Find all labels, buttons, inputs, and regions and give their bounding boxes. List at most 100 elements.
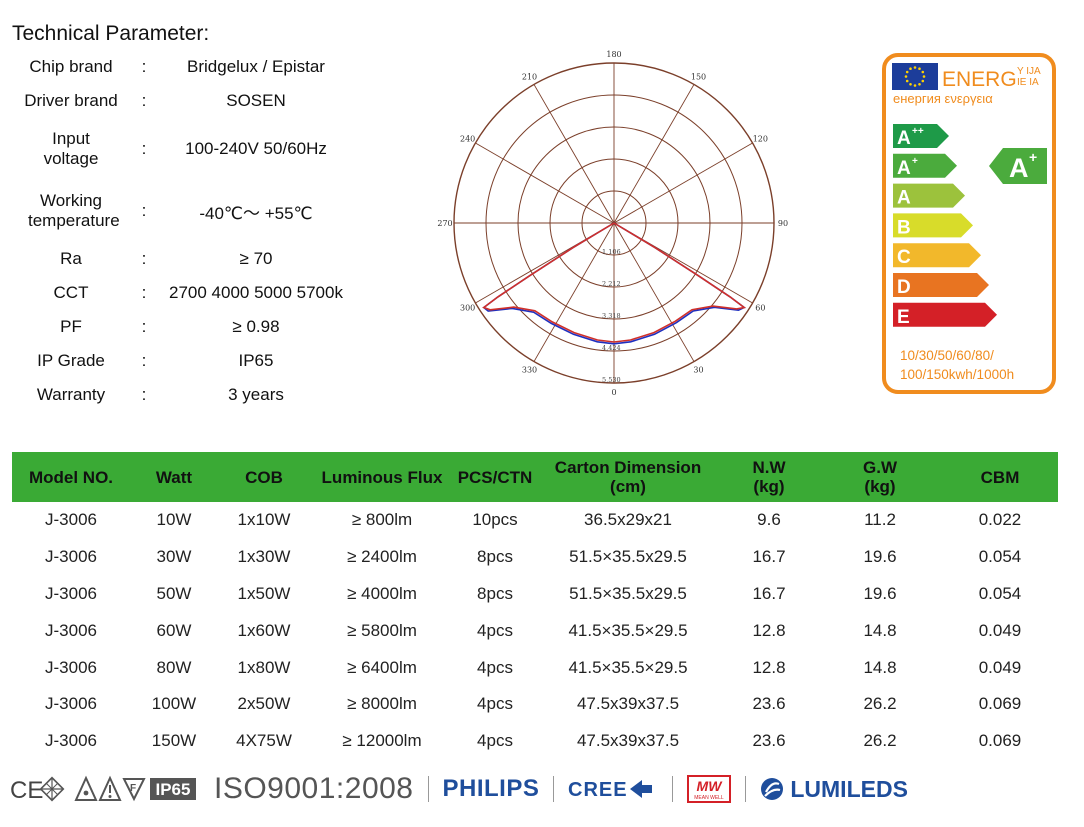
polar-angle-label: 210 [522,73,537,82]
lumileds-text: LUMILEDS [790,775,908,802]
cree-logo: CREE [568,776,658,802]
table-cell: 41.5×35.5×29.5 [568,657,688,677]
table-cell: 26.2 [863,694,897,714]
param-row: Chip brand: Bridgelux / Epistar [10,50,360,84]
svg-text:F: F [130,783,136,794]
table-cell: 4pcs [477,731,513,751]
polar-angle-label: 150 [691,73,706,82]
energy-rating-sup: + [1029,149,1037,165]
param-label: Warranty [36,385,106,404]
table-cell: 47.5x39x37.5 [576,694,680,714]
table-cell: 8pcs [477,547,513,567]
table-cell: J-3006 [45,510,97,530]
table-cell: 51.5×35.5x29.5 [569,547,687,567]
param-colon: : [141,139,147,158]
f-mark-icon: F [122,778,146,802]
energy-rating-arrow [989,148,1047,184]
table-row: J-3006 100W 2x50W ≥ 8000lm 4pcs 47.5x39x37.5 2… [12,686,1058,723]
table-header-cell: CBM [942,452,1058,502]
table-cell: 50W [156,583,192,603]
divider [745,776,747,802]
ce-mark: CE [10,777,43,804]
lumileds-globe-icon [761,778,784,800]
param-label: CCT [53,283,89,302]
table-cell: 14.8 [863,657,897,677]
param-row: Driver brand: SOSEN [10,84,360,118]
table-cell: 23.6 [752,731,786,751]
table-cell: 0.022 [978,510,1022,530]
param-value: SOSEN [226,91,286,110]
table-cell: ≥ 800lm [351,510,413,530]
table-cell: ≥ 5800lm [347,620,417,640]
section-title: Technical Parameter: [12,22,210,45]
header-line2: (kg) [753,477,785,496]
param-colon: : [141,57,147,76]
svg-text:IP65: IP65 [156,780,191,799]
table-header-cell: COB [218,452,310,502]
divider [672,776,674,802]
table-cell: J-3006 [45,657,97,677]
param-row: Input voltage: 100-240V 50/60Hz [10,118,360,180]
energy-class-arrow [893,213,973,238]
energy-header-stack-top: Y IJA [1017,66,1041,77]
table-cell: 4pcs [477,694,513,714]
header-line1: Luminous Flux [321,467,443,487]
philips-logo: PHILIPS [442,775,540,802]
header-line2: (cm) [610,477,646,496]
param-row: IP Grade: IP65 [10,344,360,378]
polar-angle-label: 120 [753,135,768,144]
header-line1: Watt [155,467,193,487]
energy-class-arrow [893,183,965,208]
energy-class-sup: ++ [912,126,924,137]
lumileds-logo: LUMILEDS [760,776,908,803]
polar-grid-spoke [613,84,695,224]
energy-class-arrow [893,124,949,148]
energy-class-label: C [897,247,911,268]
table-row: J-3006 150W 4X75W ≥ 12000lm 4pcs 47.5x39x37.5… [12,723,1058,760]
param-value: 100-240V 50/60Hz [185,139,327,158]
table-cell: J-3006 [45,547,97,567]
table-cell: 23.6 [752,694,786,714]
table-cell: ≥ 6400lm [347,657,417,677]
svg-text:MEAN WELL: MEAN WELL [695,795,725,801]
table-header-cell: Watt [130,452,218,502]
table-cell: ≥ 8000lm [347,694,417,714]
header-line1: Model NO. [28,467,114,487]
energy-footnote-line2: 100/150kwh/1000h [900,367,1014,382]
param-colon: : [141,249,147,268]
param-colon: : [141,385,147,404]
polar-radial-label: 4,424 [602,344,621,352]
polar-grid-spoke [613,142,753,224]
table-cell: 14.8 [863,620,897,640]
polar-grid-spoke [533,222,615,362]
energy-class-arrow [893,153,957,178]
param-colon: : [141,283,147,302]
param-colon: : [141,351,147,370]
table-cell: 19.6 [863,583,897,603]
table-cell: 10pcs [472,510,518,530]
table-cell: 1x60W [237,620,291,640]
polar-grid-spoke [533,84,615,224]
table-cell: 0.069 [978,731,1022,751]
param-value: Bridgelux / Epistar [187,57,325,76]
table-cell: 150W [151,731,197,751]
table-cell: 10W [156,510,192,530]
energy-class-arrow [893,273,989,297]
polar-angle-label: 0 [611,388,616,395]
table-cell: J-3006 [45,731,97,751]
energy-class-label: E [897,307,910,328]
param-value: ≥ 0.98 [232,317,280,336]
table-cell: 9.6 [757,510,781,530]
lattice-icon [39,776,65,802]
table-cell: 0.054 [978,547,1022,567]
param-value: 2700 4000 5000 5700k [169,283,343,302]
parameter-list: Chip brand: Bridgelux / Epistar Driver bra… [10,50,360,412]
energy-class-label: D [897,277,911,298]
polar-angle-label: 180 [606,50,621,59]
table-header-cell: G.W (kg) [818,452,942,502]
polar-radial-label: 3,318 [602,312,621,320]
ip65-badge [150,778,196,800]
table-cell: J-3006 [45,620,97,640]
table-cell: 12.8 [752,620,786,640]
